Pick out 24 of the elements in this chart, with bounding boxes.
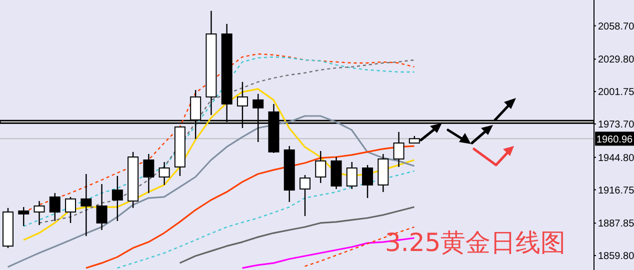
y-tick-label: 1973.70 bbox=[598, 120, 634, 131]
candlestick bbox=[96, 183, 108, 231]
candlestick bbox=[80, 173, 92, 237]
annotation: 3.25黄金日线图 bbox=[385, 227, 566, 259]
y-tick-label: 2058.70 bbox=[598, 21, 634, 32]
candlestick bbox=[300, 174, 310, 217]
candlestick bbox=[18, 206, 30, 227]
ref-line-label: 1960.96 bbox=[596, 134, 634, 146]
y-tick-label: 1944.80 bbox=[598, 152, 634, 164]
y-tick-label: 1916.75 bbox=[598, 185, 634, 196]
y-tick-label: 2001.75 bbox=[598, 87, 634, 98]
candlestick bbox=[34, 200, 45, 226]
candlestick bbox=[362, 164, 374, 199]
candlestick bbox=[315, 150, 326, 184]
candlestick bbox=[49, 192, 60, 222]
y-tick-label: 1887.85 bbox=[598, 218, 634, 230]
candlestick bbox=[143, 153, 154, 194]
candlestick bbox=[393, 131, 404, 168]
candlestick bbox=[346, 161, 358, 190]
candlestick bbox=[158, 161, 170, 186]
candlestick bbox=[112, 175, 123, 222]
candlestick bbox=[65, 196, 76, 224]
y-tick-label: 2029.80 bbox=[598, 54, 634, 66]
y-tick-label: 1859.80 bbox=[598, 251, 634, 262]
